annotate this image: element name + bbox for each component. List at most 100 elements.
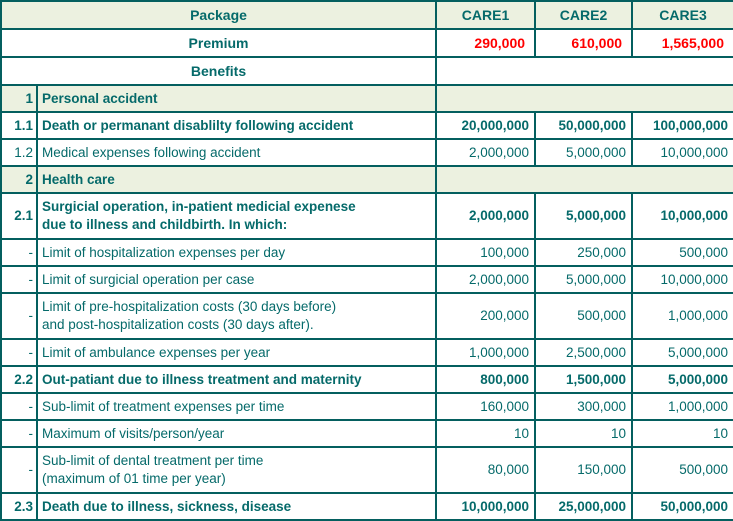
section-number: 2 <box>0 165 38 194</box>
benefit-value: 10,000,000 <box>631 138 733 167</box>
row-number: 2.3 <box>0 492 38 521</box>
premium-value: 290,000 <box>435 28 537 58</box>
benefit-label-line: Maximum of visits/person/year <box>42 425 225 441</box>
benefit-value: 500,000 <box>631 238 733 267</box>
benefit-label: Limit of pre-hospitalization costs (30 d… <box>35 292 438 340</box>
benefit-value: 500,000 <box>631 446 733 494</box>
row-number: - <box>0 392 38 421</box>
benefit-value: 5,000,000 <box>534 265 634 294</box>
table-row-item-8: - Limit of hospitalization expenses per d… <box>0 238 733 267</box>
benefit-value: 800,000 <box>435 365 537 394</box>
benefit-value: 2,000,000 <box>435 192 537 240</box>
benefit-value: 300,000 <box>534 392 634 421</box>
benefit-value: 250,000 <box>534 238 634 267</box>
row-number: - <box>0 419 38 448</box>
benefit-value: 160,000 <box>435 392 537 421</box>
benefit-value: 100,000 <box>435 238 537 267</box>
benefit-value: 10,000,000 <box>631 192 733 240</box>
table-row-premium-1: Premium 290,000 610,000 1,565,000 <box>0 28 733 58</box>
premium-value: 610,000 <box>534 28 634 58</box>
benefit-value: 10 <box>435 419 537 448</box>
benefit-label-line: Surgicial operation, in-patient medicial… <box>42 199 356 215</box>
benefit-value: 1,000,000 <box>435 338 537 367</box>
table-row-item-13: - Sub-limit of treatment expenses per tim… <box>0 392 733 421</box>
benefit-label-line: Sub-limit of treatment expenses per time <box>42 398 285 414</box>
benefit-value: 5,000,000 <box>631 365 733 394</box>
row-number: - <box>0 265 38 294</box>
benefit-value: 10,000,000 <box>631 265 733 294</box>
table-row-package-0: Package CARE1 CARE2 CARE3 <box>0 0 733 30</box>
benefit-label-line: due to illness and childbirth. In which: <box>42 217 288 232</box>
benefit-label: Limit of hospitalization expenses per da… <box>35 238 438 267</box>
benefit-label: Sub-limit of dental treatment per time (m… <box>35 446 438 494</box>
benefit-label: Death or permanant disablilty following … <box>35 111 438 140</box>
benefit-value: 50,000,000 <box>631 492 733 521</box>
benefit-value: 1,000,000 <box>631 392 733 421</box>
benefit-value: 2,000,000 <box>435 138 537 167</box>
benefit-label: Medical expenses following accident <box>35 138 438 167</box>
row-number: 1.1 <box>0 111 38 140</box>
table-row-2.1: 2.1 Surgicial operation, in-patient medic… <box>0 192 733 240</box>
benefit-value: 10 <box>631 419 733 448</box>
section-blank-cell <box>435 84 733 113</box>
benefit-label-line: Limit of ambulance expenses per year <box>42 344 271 360</box>
benefit-label: Limit of surgicial operation per case <box>35 265 438 294</box>
benefit-value: 10,000,000 <box>435 492 537 521</box>
package-title: Package <box>0 0 438 30</box>
row-number: - <box>0 338 38 367</box>
benefit-label-line: and post-hospitalization costs (30 days … <box>42 317 314 332</box>
table-row-2.2: 2.2 Out-patiant due to illness treatment … <box>0 365 733 394</box>
section-blank-cell <box>435 165 733 194</box>
benefit-value: 5,000,000 <box>534 192 634 240</box>
benefit-value: 200,000 <box>435 292 537 340</box>
row-number: 2.1 <box>0 192 38 240</box>
table-row-2.3: 2.3 Death due to illness, sickness, disea… <box>0 492 733 521</box>
benefit-value: 1,000,000 <box>631 292 733 340</box>
row-number: 2.2 <box>0 365 38 394</box>
table-row-item-11: - Limit of ambulance expenses per year 1,0… <box>0 338 733 367</box>
benefits-title: Benefits <box>0 56 438 86</box>
benefit-value: 25,000,000 <box>534 492 634 521</box>
benefit-value: 50,000,000 <box>534 111 634 140</box>
benefit-value: 10 <box>534 419 634 448</box>
care-column-header: CARE3 <box>631 0 733 30</box>
benefit-label: Limit of ambulance expenses per year <box>35 338 438 367</box>
benefit-value: 150,000 <box>534 446 634 494</box>
table-row-item-9: - Limit of surgicial operation per case 2,… <box>0 265 733 294</box>
benefit-label-line: Limit of hospitalization expenses per da… <box>42 244 286 260</box>
benefit-value: 5,000,000 <box>534 138 634 167</box>
row-number: 1.2 <box>0 138 38 167</box>
table-row-1: 1 Personal accident <box>0 84 733 113</box>
benefit-label-line: Out-patiant due to illness treatment and… <box>42 371 362 387</box>
care-column-header: CARE2 <box>534 0 634 30</box>
care-column-header: CARE1 <box>435 0 537 30</box>
benefits-blank-cell <box>435 56 733 86</box>
benefit-value: 2,000,000 <box>435 265 537 294</box>
benefit-value: 500,000 <box>534 292 634 340</box>
benefit-value: 80,000 <box>435 446 537 494</box>
row-number: - <box>0 238 38 267</box>
benefit-label: Death due to illness, sickness, disease <box>35 492 438 521</box>
benefit-label-line: Medical expenses following accident <box>42 144 261 160</box>
benefit-value: 20,000,000 <box>435 111 537 140</box>
table-row-item-15: - Sub-limit of dental treatment per time (… <box>0 446 733 494</box>
benefit-label-line: Limit of surgicial operation per case <box>42 271 255 287</box>
table-row-1.1: 1.1 Death or permanant disablilty followi… <box>0 111 733 140</box>
table-row-2: 2 Health care <box>0 165 733 194</box>
row-number: - <box>0 292 38 340</box>
benefit-value: 100,000,000 <box>631 111 733 140</box>
benefit-value: 1,500,000 <box>534 365 634 394</box>
benefit-label: Out-patiant due to illness treatment and… <box>35 365 438 394</box>
section-label: Health care <box>35 165 438 194</box>
benefit-label-line: Death or permanant disablilty following … <box>42 117 354 133</box>
section-number: 1 <box>0 84 38 113</box>
section-label: Personal accident <box>35 84 438 113</box>
benefit-value: 5,000,000 <box>631 338 733 367</box>
benefit-label-line: (maximum of 01 time per year) <box>42 471 226 486</box>
premium-value: 1,565,000 <box>631 28 733 58</box>
benefit-label-line: Sub-limit of dental treatment per time <box>42 453 264 469</box>
table-row-item-10: - Limit of pre-hospitalization costs (30 … <box>0 292 733 340</box>
table-row-benefits-2: Benefits <box>0 56 733 86</box>
